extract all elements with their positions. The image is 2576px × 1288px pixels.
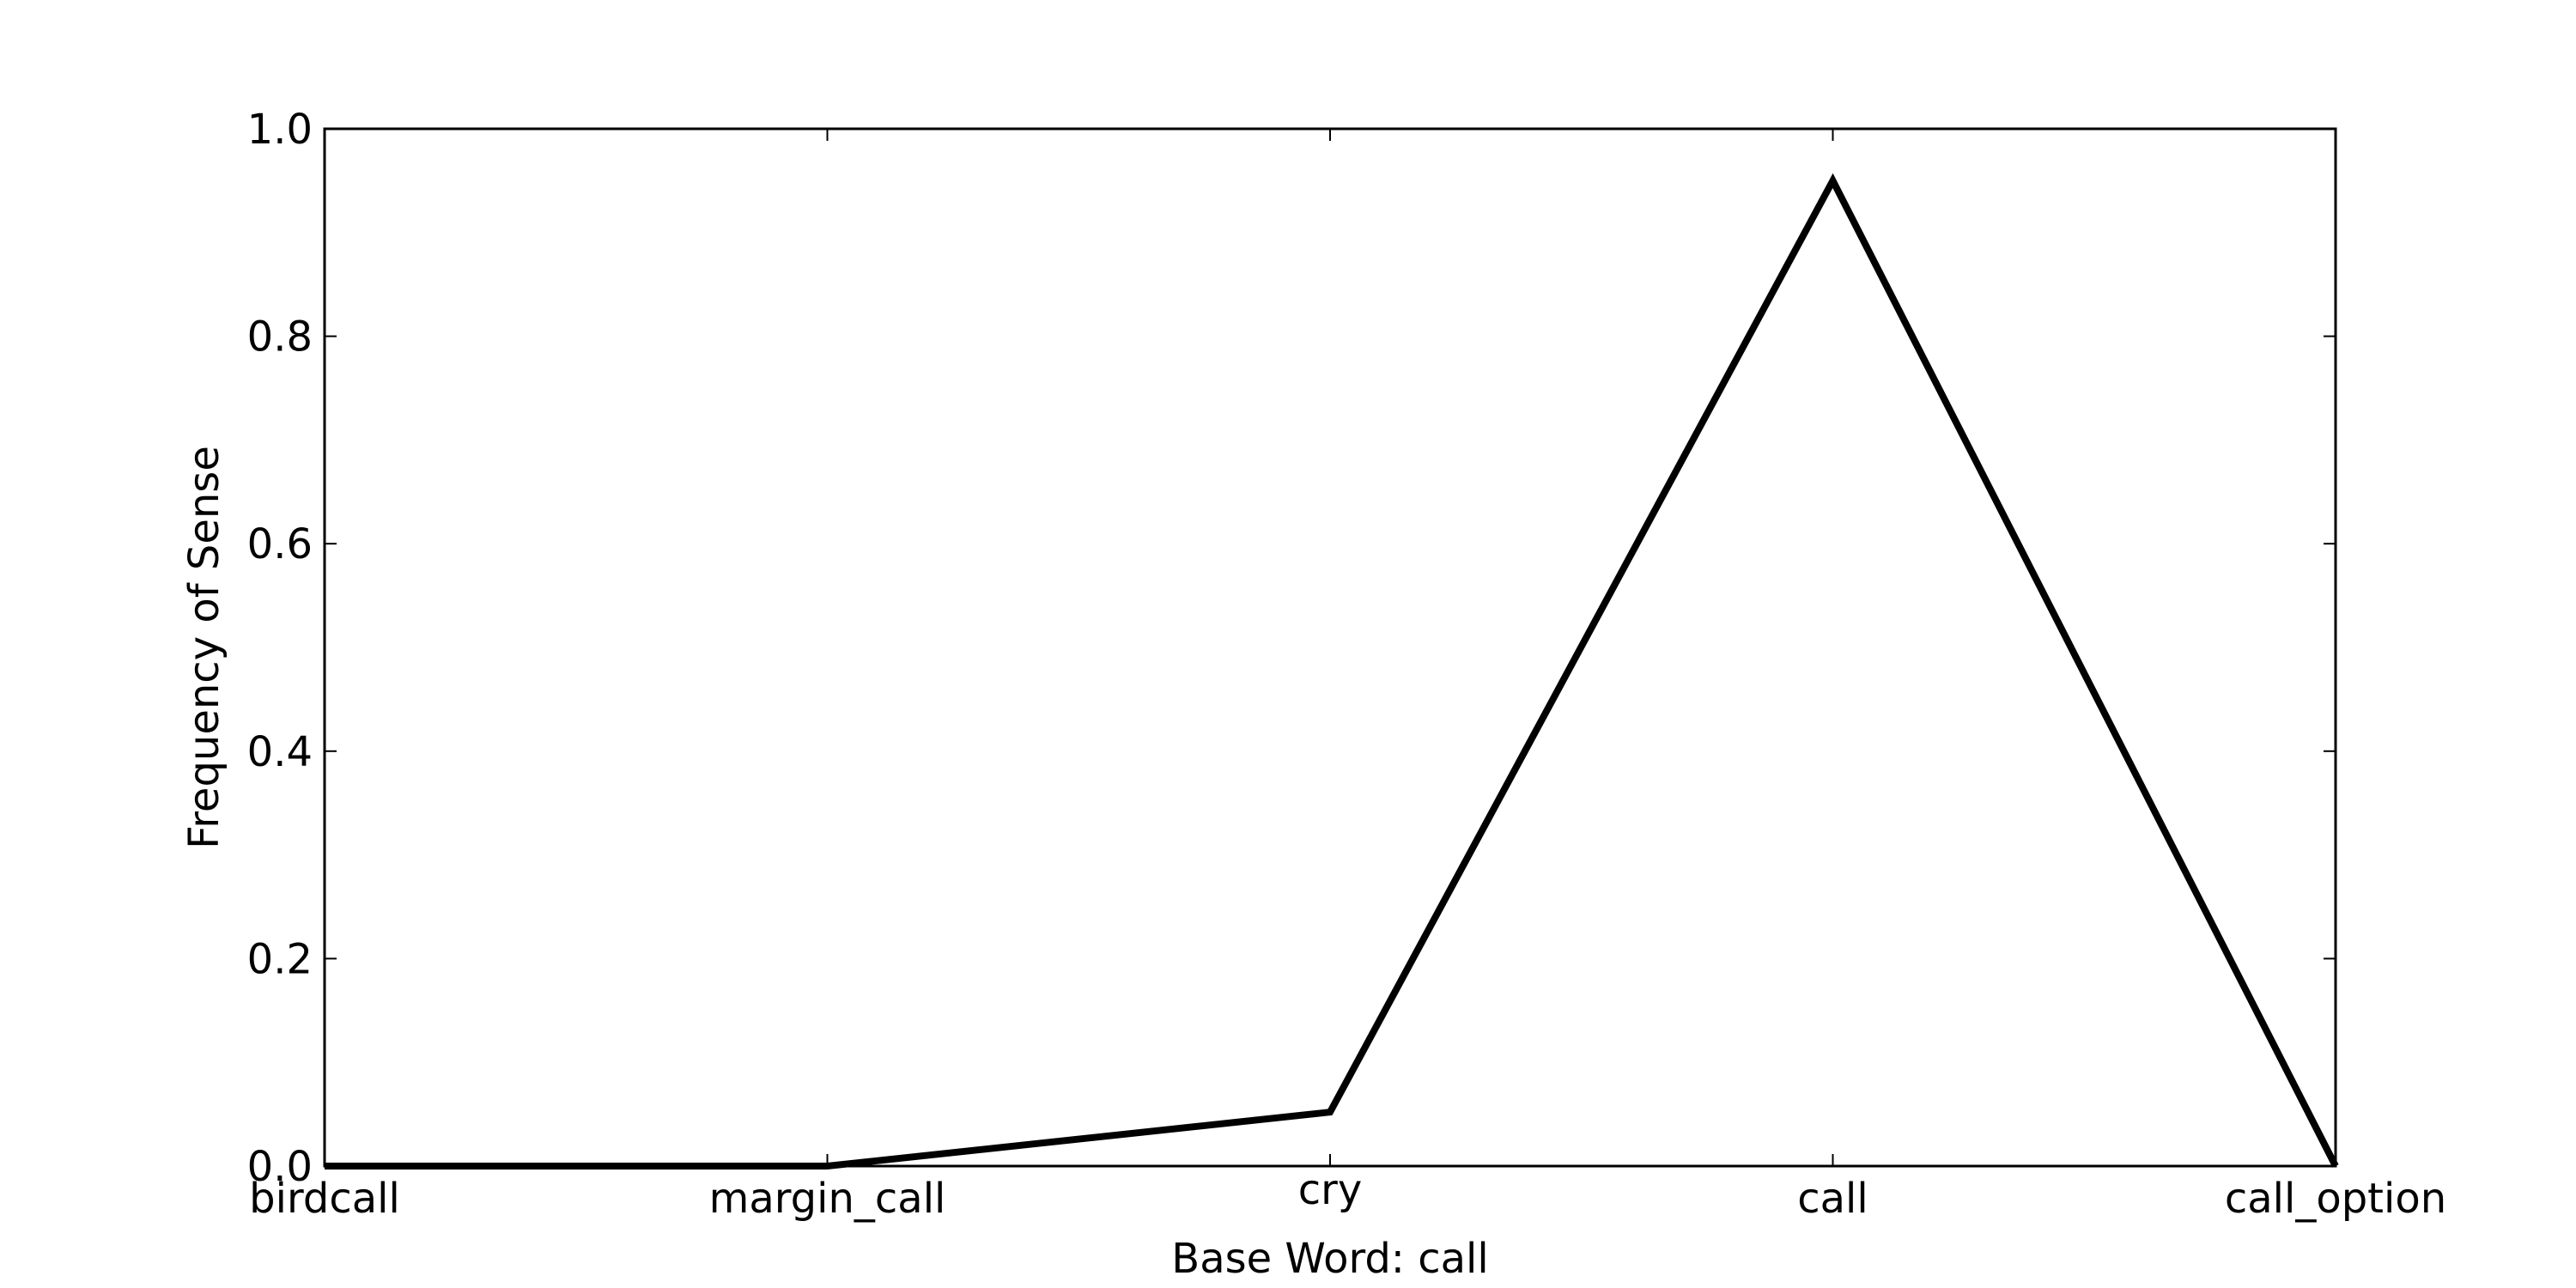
y-tick-labels: 0.0 0.2 0.4 0.6 0.8 1.0 — [247, 106, 313, 1191]
series-layer — [325, 173, 2339, 1170]
x-tick-label: call — [1797, 1175, 1868, 1223]
y-tick-label: 0.0 — [247, 1143, 313, 1191]
y-tick-label: 0.8 — [247, 313, 313, 361]
x-tick-label: call_option — [2225, 1175, 2446, 1223]
x-tick-label: birdcall — [249, 1175, 400, 1223]
x-tick-label: margin_call — [709, 1175, 946, 1223]
y-tick-label: 0.2 — [247, 935, 313, 983]
x-tick-labels: birdcall margin_call cry call call_option — [249, 1166, 2446, 1223]
y-tick-label: 0.6 — [247, 520, 313, 568]
y-axis-title: Frequency of Sense — [180, 446, 228, 849]
x-tick-label: cry — [1298, 1166, 1363, 1214]
series-line — [325, 173, 2339, 1170]
y-tick-label: 1.0 — [247, 106, 313, 154]
x-axis-title: Base Word: call — [1171, 1235, 1488, 1283]
y-tick-label: 0.4 — [247, 728, 313, 776]
tick-marks — [324, 128, 2336, 1167]
plot-frame — [323, 127, 2337, 1168]
